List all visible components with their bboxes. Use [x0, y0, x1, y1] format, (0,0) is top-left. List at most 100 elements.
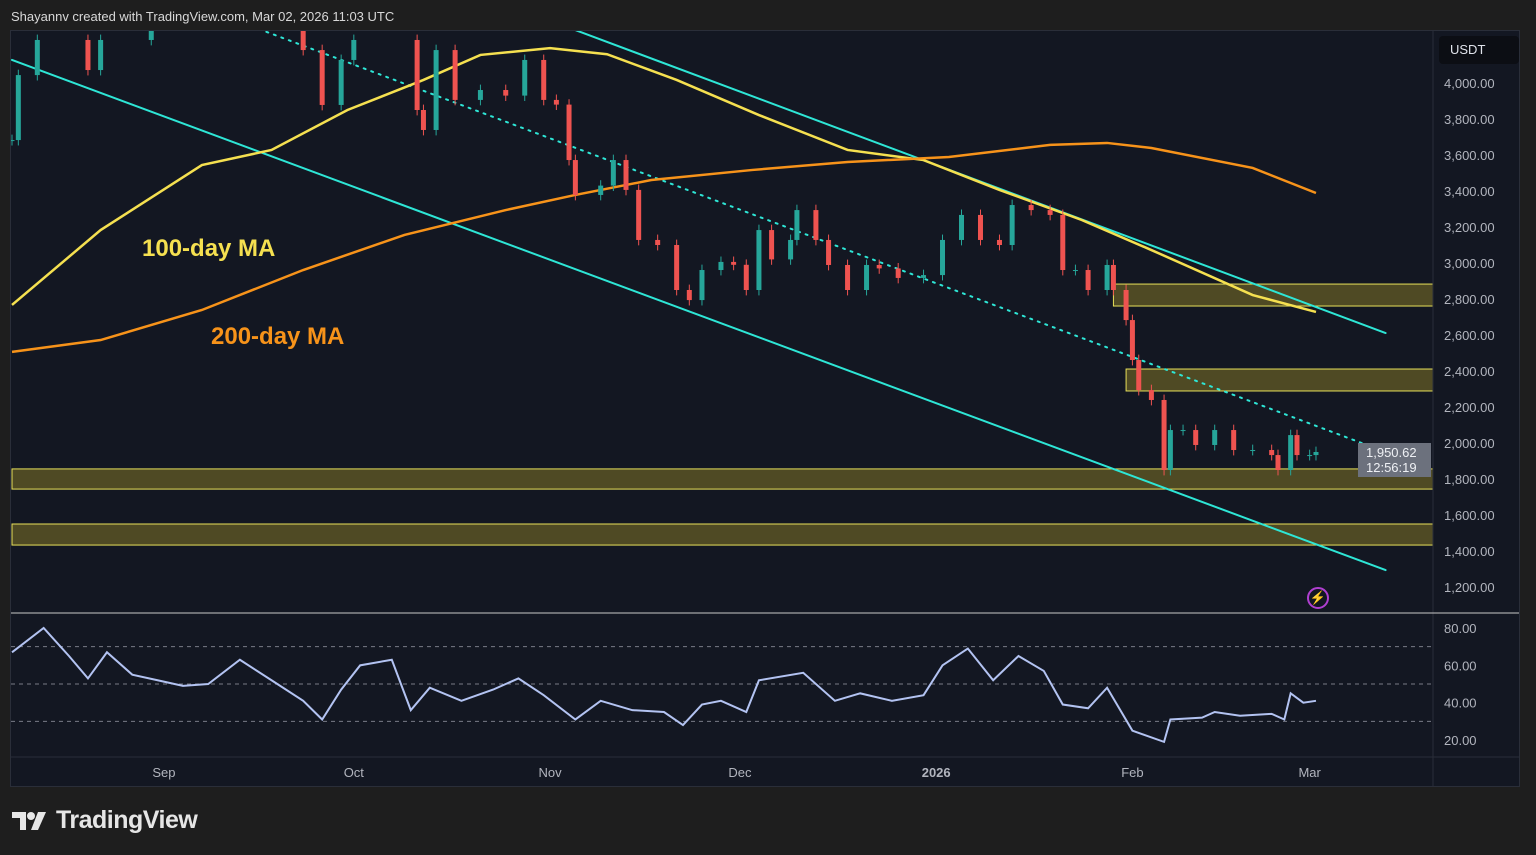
candle [420, 110, 426, 130]
price-tick-label: 2,800.00 [1444, 292, 1495, 307]
candle [553, 99, 559, 105]
chart-frame [10, 30, 1520, 787]
candle [85, 39, 91, 71]
candle [1180, 430, 1186, 432]
candle [148, 31, 154, 40]
time-tick-label: Feb [1121, 765, 1143, 780]
candle [566, 104, 572, 161]
candle [1136, 360, 1142, 391]
candle [686, 290, 692, 301]
dotted-trendline [261, 31, 1387, 453]
channel-trendline [11, 58, 1387, 572]
last-price: 1,950.62 [1366, 445, 1417, 460]
candle [1104, 264, 1110, 290]
price-tick-label: 3,000.00 [1444, 256, 1495, 271]
candle [1009, 205, 1015, 245]
price-tick-label: 1,600.00 [1444, 508, 1495, 523]
candle [414, 39, 420, 111]
time-tick-label: Mar [1298, 765, 1321, 780]
candle [351, 39, 357, 60]
candle [610, 160, 616, 186]
candle [503, 90, 509, 96]
candle [794, 210, 800, 240]
tradingview-logo[interactable]: TradingView [12, 806, 198, 835]
candle [300, 31, 306, 51]
time-tick-label: 2026 [922, 765, 951, 780]
rsi-tick-label: 80.00 [1444, 621, 1477, 636]
candle [1085, 270, 1091, 290]
rsi-pane [11, 626, 1433, 744]
lightning-icon[interactable]: ⚡ [1307, 587, 1329, 609]
price-tick-label: 3,400.00 [1444, 184, 1495, 199]
price-tick-label: 2,000.00 [1444, 436, 1495, 451]
candle [1161, 399, 1167, 470]
candle [1060, 214, 1066, 271]
candle [864, 264, 870, 290]
price-tick-label: 1,400.00 [1444, 544, 1495, 559]
candle [699, 270, 705, 301]
candle [674, 245, 680, 290]
price-tick-label: 3,800.00 [1444, 112, 1495, 127]
price-tick-label: 2,200.00 [1444, 400, 1495, 415]
time-tick-label: Oct [344, 765, 365, 780]
currency-selector[interactable]: USDT [1439, 36, 1519, 64]
candle [845, 264, 851, 290]
candle [319, 50, 325, 105]
candle [959, 214, 964, 240]
candle [338, 59, 344, 105]
candle [541, 59, 547, 100]
candle [769, 230, 775, 260]
price-tick-label: 1,200.00 [1444, 580, 1495, 595]
candle [813, 210, 819, 240]
candle [977, 214, 983, 240]
candle [718, 261, 724, 271]
support-resistance-zone [1112, 283, 1433, 307]
candle [452, 50, 458, 100]
time-tick-label: Nov [538, 765, 562, 780]
candle [1288, 435, 1294, 470]
candle [996, 239, 1002, 245]
price-pane [11, 7, 1433, 572]
candle [623, 160, 629, 190]
candle [598, 185, 604, 195]
ma200-line [11, 141, 1317, 354]
support-resistance-zone [11, 523, 1433, 546]
ma200-annotation: 200-day MA [211, 323, 345, 350]
candle [1047, 210, 1053, 215]
candle [826, 239, 832, 265]
candle [1028, 205, 1034, 211]
candle [1110, 264, 1116, 290]
candle [522, 59, 528, 96]
candle [250, 7, 255, 14]
candle [876, 264, 882, 269]
candle [1250, 450, 1256, 452]
candle [756, 230, 762, 290]
candle [636, 189, 642, 240]
candle [11, 140, 15, 142]
candle [895, 268, 901, 278]
ma100-annotation: 100-day MA [142, 235, 276, 262]
support-resistance-zone [11, 468, 1433, 490]
candle [1269, 450, 1275, 456]
rsi-tick-label: 60.00 [1444, 658, 1477, 673]
candle [1123, 290, 1129, 321]
candle [1275, 455, 1281, 470]
candle [1129, 320, 1135, 361]
candle [1307, 455, 1313, 457]
price-tick-label: 1,800.00 [1444, 472, 1495, 487]
time-tick-label: Sep [152, 765, 175, 780]
candle [743, 264, 749, 290]
last-price-tag: 1,950.62 12:56:19 [1358, 443, 1431, 477]
candle [731, 261, 737, 265]
candle [34, 39, 40, 76]
candle [1231, 430, 1237, 451]
candle [1193, 430, 1199, 445]
candle [788, 239, 794, 260]
candle [15, 75, 21, 141]
candle [98, 39, 104, 71]
candle [433, 50, 439, 130]
candle [1148, 390, 1154, 400]
tradingview-logo-icon [12, 811, 46, 830]
candle [655, 239, 661, 245]
